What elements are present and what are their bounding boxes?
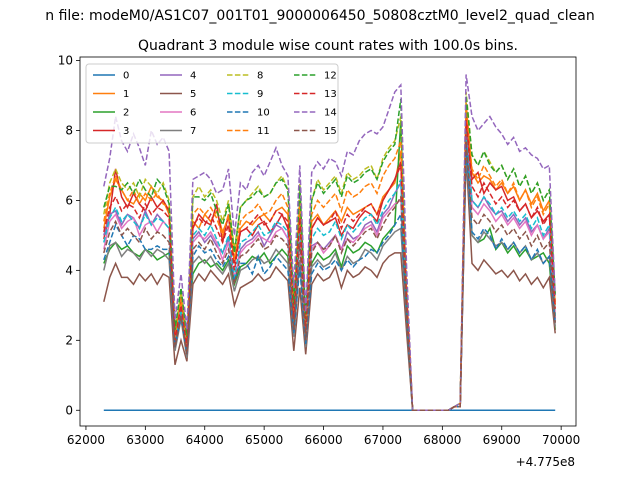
x-tick-label: 68000	[423, 433, 461, 447]
series-line-14	[103, 74, 556, 412]
series-layer	[103, 74, 556, 412]
legend-label: 5	[190, 89, 196, 100]
x-tick-label: 69000	[483, 433, 521, 447]
x-tick-label: 66000	[304, 433, 342, 447]
x-offset-label: +4.775e8	[516, 455, 575, 469]
y-axis: 0 2 4 6 8 10	[58, 53, 80, 417]
legend-label: 15	[324, 126, 337, 137]
x-tick-label: 70000	[542, 433, 580, 447]
y-tick-label: 6	[65, 193, 73, 207]
series-line-13	[103, 119, 556, 412]
legend-label: 3	[123, 126, 129, 137]
series-line-12	[103, 95, 556, 412]
legend-label: 13	[324, 89, 337, 100]
y-tick-label: 10	[58, 53, 73, 67]
figure-suptitle: n file: modeM0/AS1C07_001T01_9000006450_…	[45, 8, 594, 24]
y-tick-label: 2	[65, 333, 73, 347]
legend-label: 2	[123, 108, 129, 119]
series-line-15	[103, 140, 556, 412]
legend-label: 12	[324, 71, 337, 82]
x-tick-label: 63000	[126, 433, 164, 447]
y-tick-label: 8	[65, 123, 73, 137]
legend-label: 1	[123, 89, 129, 100]
legend-label: 9	[257, 89, 263, 100]
legend-label: 10	[257, 108, 270, 119]
legend-frame	[85, 63, 339, 144]
series-line-11	[103, 109, 556, 412]
legend-label: 8	[257, 71, 263, 82]
plot-frame	[79, 56, 577, 427]
x-tick-label: 64000	[186, 433, 224, 447]
x-tick-label: 62000	[67, 433, 105, 447]
legend-label: 11	[257, 126, 270, 137]
legend-label: 0	[123, 71, 129, 82]
series-line-9	[103, 130, 556, 412]
legend-label: 6	[190, 108, 196, 119]
x-tick-label: 67000	[364, 433, 402, 447]
legend-label: 14	[324, 108, 337, 119]
chart-title: Quadrant 3 module wise count rates with …	[138, 38, 518, 54]
x-axis: 62000 63000 64000 65000 66000 67000 68000 69000…	[67, 426, 580, 447]
legend-label: 4	[190, 71, 196, 82]
legend-label: 7	[190, 126, 196, 137]
series-line-5	[103, 154, 556, 412]
y-tick-label: 4	[65, 263, 73, 277]
y-tick-label: 0	[65, 403, 73, 417]
x-tick-label: 65000	[245, 433, 283, 447]
